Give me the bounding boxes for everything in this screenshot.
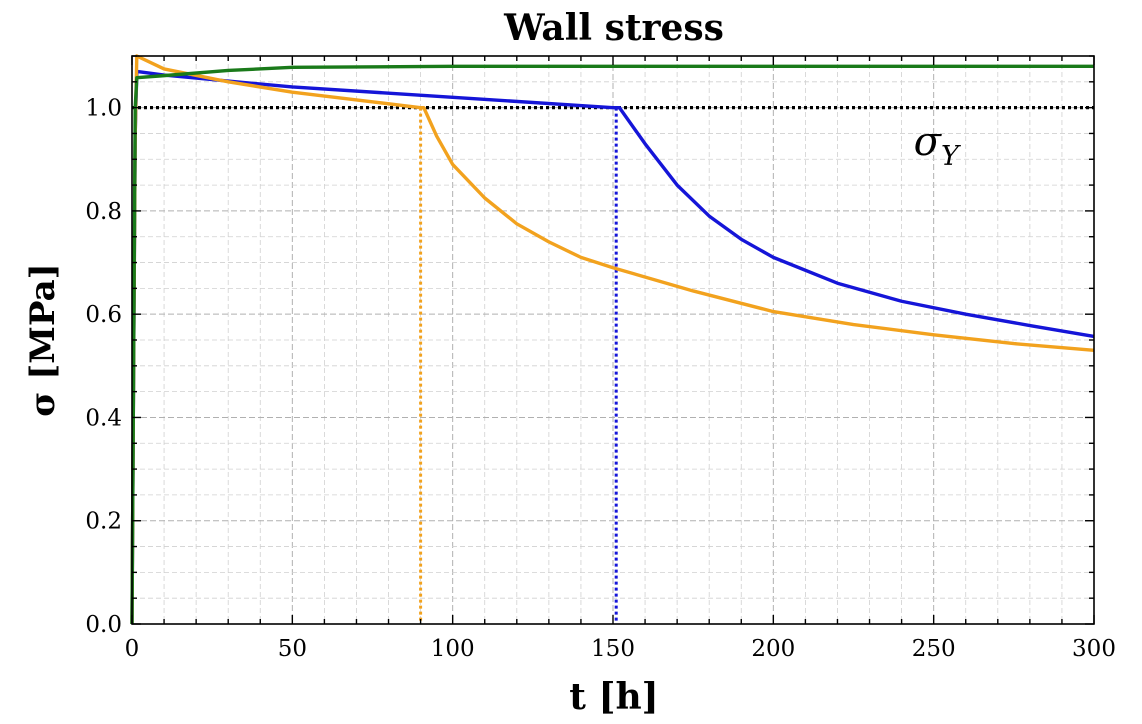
- x-tick-label: 50: [278, 636, 307, 662]
- y-tick-label: 0.6: [85, 302, 122, 328]
- x-tick-label: 200: [751, 636, 795, 662]
- chart-title: Wall stress: [503, 7, 724, 49]
- x-tick-label: 300: [1072, 636, 1116, 662]
- y-tick-label: 0.8: [85, 199, 122, 225]
- y-tick-label: 1.0: [85, 96, 122, 122]
- yield-stress-annotation: σY: [914, 119, 961, 172]
- axis-ticks: 0 50 100 150 200 250 300 0.0 0.2 0.4 0.6 0.8 1.0: [85, 55, 1116, 662]
- y-tick-label: 0.0: [85, 612, 122, 638]
- x-tick-label: 100: [431, 636, 475, 662]
- y-axis-label: σ [MPa]: [23, 263, 63, 416]
- annotations: σY: [914, 119, 961, 172]
- x-tick-label: 150: [591, 636, 635, 662]
- x-tick-label: 0: [125, 636, 140, 662]
- x-tick-label: 250: [912, 636, 956, 662]
- y-tick-label: 0.4: [85, 405, 122, 431]
- y-tick-label: 0.2: [85, 509, 122, 535]
- series-line-2: [130, 54, 1095, 625]
- x-axis-label: t [h]: [569, 676, 658, 718]
